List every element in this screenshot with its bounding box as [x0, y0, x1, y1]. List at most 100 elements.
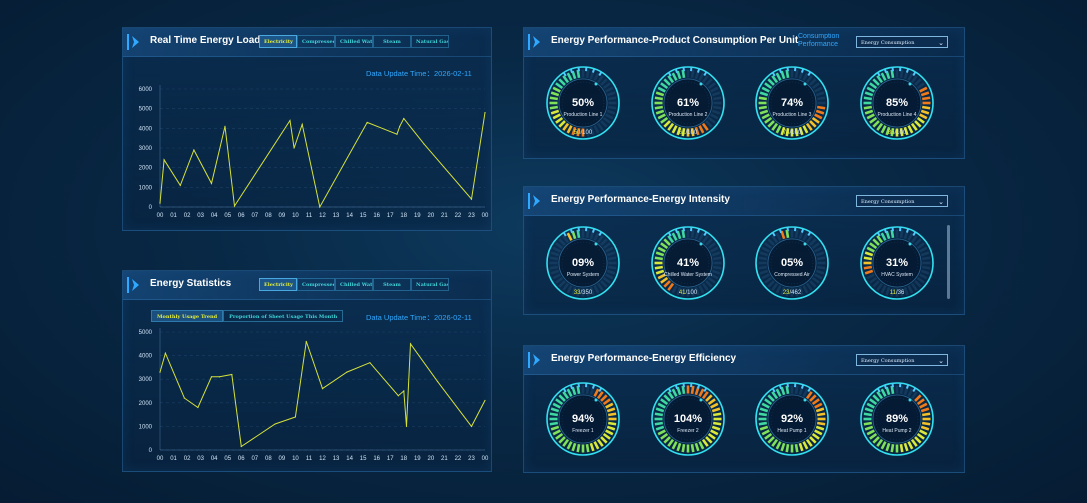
gauge-segment [550, 91, 560, 97]
gauge-segment [899, 127, 904, 137]
gauge-segment [585, 385, 590, 395]
x-tick-label: 19 [414, 213, 421, 219]
gauge-start-mark [912, 71, 917, 76]
tab-natural-gas[interactable]: Natural Gas [411, 278, 449, 291]
gauge-outer-ring [651, 382, 725, 456]
gauge-segment [558, 436, 566, 444]
gauge-segment [764, 82, 773, 90]
gauge-count: 23/462 [783, 290, 802, 296]
x-tick-label: 13 [333, 213, 340, 219]
gauge-start-mark [667, 232, 672, 237]
gauge-segment [916, 432, 925, 440]
x-tick-label: 18 [400, 213, 407, 219]
gauge-segment [712, 421, 722, 426]
gauge-segment [657, 402, 666, 409]
gauge-segment [775, 72, 782, 81]
x-tick-label: 19 [414, 456, 421, 462]
gauge: 61% Production Line 2 61/100 [649, 64, 727, 142]
update-time: Data Update Time：2026-02-11 [366, 313, 472, 322]
x-tick-label: 02 [184, 213, 191, 219]
gauge-segment [863, 412, 873, 417]
gauge-segment [562, 122, 570, 131]
gauge-start-mark [912, 387, 917, 392]
tab-sheet-usage-proportion[interactable]: Proportion of Sheet Usage This Month [223, 310, 344, 322]
x-tick-label: 04 [211, 456, 218, 462]
tab-steam[interactable]: Steam [373, 35, 411, 48]
gauge-segment [667, 122, 675, 131]
gauge-segment [805, 75, 813, 84]
gauge-segment [654, 412, 664, 417]
gauge-segment [600, 238, 608, 246]
gauge-segment [671, 72, 678, 81]
gauge-start-mark [696, 228, 701, 233]
tab-monthly-usage-trend[interactable]: Monthly Usage Trend [151, 310, 224, 322]
vertical-scrollbar[interactable] [947, 225, 950, 299]
gauge-segment [712, 256, 722, 261]
data-point [224, 125, 226, 127]
tab-electricity[interactable]: Electricity [259, 278, 297, 291]
tab-chilled-water[interactable]: Chilled Water [335, 35, 373, 48]
gauge-segment [667, 235, 675, 244]
gauge-segment [705, 78, 713, 86]
gauge-segment [707, 432, 716, 440]
gauge: 05% Compressed Air 23/462 [753, 224, 831, 302]
x-tick-label: 09 [279, 213, 286, 219]
gauge-segment [602, 276, 611, 284]
x-tick-label: 22 [455, 456, 462, 462]
tab-chilled-water[interactable]: Chilled Water [335, 278, 373, 291]
gauge-segment [880, 285, 887, 294]
gauge-segment [711, 269, 721, 275]
gauge-segment [596, 235, 604, 244]
energy-consumption-select[interactable]: Energy Consumption ⌄ [856, 36, 948, 48]
gauge-segment [920, 109, 930, 115]
x-tick-label: 02 [184, 456, 191, 462]
gauge-percent: 05% [781, 257, 803, 269]
x-tick-label: 14 [346, 456, 353, 462]
gauge-segment [802, 232, 809, 241]
gauge-segment [814, 113, 823, 120]
x-tick-label: 10 [292, 456, 299, 462]
tab-compressed-air[interactable]: Compressed Air [297, 35, 335, 48]
energy-consumption-select[interactable]: Energy Consumption ⌄ [856, 354, 948, 366]
tab-electricity[interactable]: Electricity [259, 35, 297, 48]
gauge-segment [660, 398, 669, 406]
gauge-segment [907, 441, 914, 450]
x-tick-label: 08 [265, 456, 272, 462]
gauge-segment [698, 72, 705, 81]
gauge-start-mark [667, 388, 672, 393]
gauge-start-mark [883, 228, 888, 234]
gauge-segment [814, 402, 823, 409]
gauge-segment [903, 286, 909, 296]
gauge-count: 50/100 [574, 130, 593, 136]
gauge-segment [885, 70, 891, 80]
gauge-segment [814, 246, 823, 253]
gauge-inner-ring [872, 394, 922, 444]
tab-natural-gas[interactable]: Natural Gas [411, 35, 449, 48]
gauge-segment [654, 265, 664, 270]
gauge-start-mark [778, 384, 783, 390]
gauge-segment [681, 127, 686, 137]
gauge-segment [676, 442, 682, 452]
gauge-segment [657, 273, 666, 280]
gauge-segment [552, 429, 561, 436]
gauge-segment [600, 78, 608, 86]
gauge-segment [864, 425, 874, 431]
gauge-label: Chilled Water System [664, 272, 712, 278]
gauge-segment [811, 116, 820, 124]
tab-compressed-air[interactable]: Compressed Air [297, 278, 335, 291]
gauge-segment [607, 96, 617, 101]
gauge-start-mark [876, 388, 881, 393]
data-point [369, 362, 371, 364]
y-tick-label: 4000 [139, 126, 153, 132]
tab-steam[interactable]: Steam [373, 278, 411, 291]
gauge-segment [880, 232, 887, 241]
gauge-inner-dots [561, 81, 605, 125]
gauge-label: Heat Pump 2 [882, 428, 911, 434]
energy-consumption-select[interactable]: Energy Consumption ⌄ [856, 195, 948, 207]
x-tick-label: 15 [360, 213, 367, 219]
data-point [397, 395, 399, 397]
gauge-segment [698, 232, 705, 241]
gauge-start-mark [876, 232, 881, 237]
data-point [403, 117, 405, 120]
consumption-performance-label: Consumption Performance [798, 33, 840, 47]
